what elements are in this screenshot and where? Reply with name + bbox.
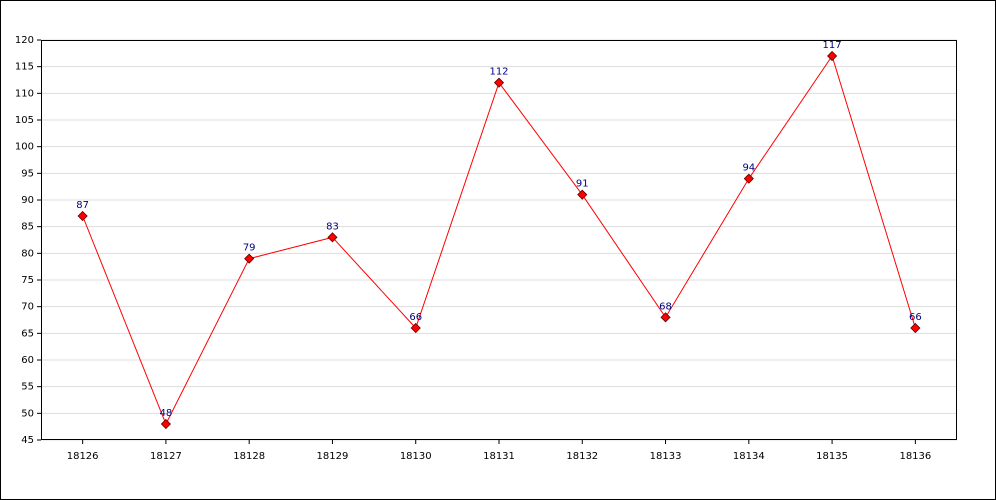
y-tick-label: 65: [21, 328, 34, 339]
x-tick-label: 18132: [566, 451, 598, 462]
point-marker: [160, 418, 171, 430]
value-label: 48: [160, 408, 173, 419]
y-tick-label: 45: [21, 435, 34, 446]
value-label: 79: [243, 243, 256, 254]
point-marker: [577, 189, 588, 200]
point-marker: [660, 312, 671, 323]
y-tick-label: 70: [21, 302, 34, 313]
y-tick-label: 115: [15, 62, 34, 73]
point-marker: [327, 232, 338, 243]
y-tick-label: 55: [21, 382, 34, 393]
value-label: 68: [659, 301, 672, 312]
y-tick-label: 80: [21, 248, 34, 259]
value-label: 83: [326, 221, 339, 232]
y-tick-label: 60: [21, 355, 34, 366]
y-tick-label: 120: [15, 35, 34, 46]
x-tick-label: 18129: [317, 451, 349, 462]
y-tick-label: 100: [15, 142, 34, 153]
x-tick-label: 18133: [650, 451, 682, 462]
point-marker: [910, 322, 921, 334]
plot-area: [41, 40, 957, 440]
value-label: 117: [823, 40, 842, 51]
x-tick-label: 18134: [733, 451, 765, 462]
point-marker: [77, 210, 88, 222]
y-tick-label: 95: [21, 168, 34, 179]
point-marker: [244, 253, 255, 264]
y-tick-label: 105: [15, 115, 34, 126]
point-marker: [493, 77, 505, 88]
point-marker: [743, 173, 754, 184]
point-marker: [827, 50, 838, 62]
x-tick-label: 18135: [816, 451, 848, 462]
x-tick-label: 18131: [483, 451, 515, 462]
x-tick-label: 18128: [233, 451, 265, 462]
y-tick-label: 75: [21, 275, 34, 286]
value-label: 94: [742, 163, 755, 174]
y-tick-label: 85: [21, 222, 34, 233]
value-label: 66: [409, 312, 422, 323]
value-label: 66: [909, 312, 922, 323]
x-tick-label: 18126: [67, 451, 99, 462]
x-tick-label: 18127: [150, 451, 182, 462]
value-label: 87: [76, 200, 89, 211]
value-label: 112: [489, 67, 508, 78]
y-tick-label: 90: [21, 195, 34, 206]
x-tick-label: 18130: [400, 451, 432, 462]
y-tick-label: 50: [21, 408, 34, 419]
point-marker: [410, 322, 421, 334]
y-tick-label: 110: [15, 88, 34, 99]
x-tick-label: 18136: [899, 451, 931, 462]
value-label: 91: [576, 179, 589, 190]
